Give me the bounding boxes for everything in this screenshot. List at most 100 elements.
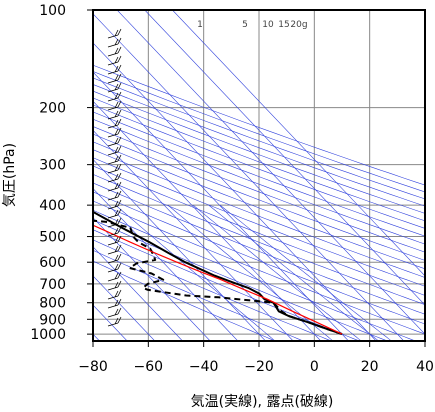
wind-barb-shaft xyxy=(107,43,119,48)
dry-adiabat-line xyxy=(93,90,425,214)
wind-barb-flag xyxy=(114,119,119,127)
dry-adiabat-line xyxy=(93,141,425,270)
wind-barb-flag xyxy=(114,308,119,316)
wind-barb-shaft xyxy=(107,313,119,318)
temperature-curve xyxy=(93,210,343,336)
wind-barb-flag xyxy=(117,190,122,198)
wind-barb-shaft xyxy=(107,142,119,147)
wind-barb-flag xyxy=(114,56,119,64)
dewpoint-curve xyxy=(93,219,343,336)
dry-adiabat-line xyxy=(93,260,276,341)
mixing-ratio-labels: 1 5 10 15 20g xyxy=(197,20,307,30)
dry-adiabat-line xyxy=(93,200,425,335)
dry-adiabat-line xyxy=(93,71,425,193)
wind-barb-flag xyxy=(117,37,122,45)
wind-barb-shaft xyxy=(107,61,119,66)
dry-adiabat-line xyxy=(93,64,425,186)
plot-content xyxy=(93,10,425,341)
wind-barb-flag xyxy=(114,191,119,199)
wind-barb-flag xyxy=(114,254,119,262)
wind-barb-shaft xyxy=(107,133,119,138)
dry-adiabat-line xyxy=(93,229,360,341)
wind-barb-flag xyxy=(114,182,119,190)
wind-barb-flag xyxy=(117,280,122,288)
isotherm-line xyxy=(93,42,377,341)
wind-barb-shaft xyxy=(107,160,119,165)
wind-barb-shaft xyxy=(107,70,119,75)
mixing-ratio-line xyxy=(167,204,334,341)
wind-barb-flag xyxy=(117,253,122,261)
x-tick-label: −80 xyxy=(78,359,108,375)
wind-barb-flag xyxy=(114,65,119,73)
wind-barb-flag xyxy=(114,92,119,100)
wind-barb-shaft xyxy=(107,88,119,93)
isotherm-line xyxy=(93,71,349,341)
dry-adiabat-line xyxy=(93,97,425,222)
wind-barb-flag xyxy=(117,316,122,324)
dry-adiabat-line xyxy=(93,77,425,200)
wind-barb-shaft xyxy=(107,286,119,291)
y-tick-label: 700 xyxy=(39,277,66,293)
dry-adiabat-line xyxy=(93,149,425,278)
wind-barb-flag xyxy=(117,109,122,117)
wind-barb-shaft xyxy=(107,205,119,210)
dry-adiabat-line xyxy=(93,239,332,341)
wind-barb-flag xyxy=(114,245,119,253)
wind-barb-flag xyxy=(117,73,122,81)
isotherm-line xyxy=(172,10,425,277)
wind-barb-flag xyxy=(117,154,122,162)
wind-barb-shaft xyxy=(107,304,119,309)
isotherm-line xyxy=(144,10,425,306)
y-tick-label: 100 xyxy=(39,3,66,19)
wind-barb-flag xyxy=(117,289,122,297)
wind-barb-flag xyxy=(117,226,122,234)
mixing-ratio-label: 15 xyxy=(278,20,289,30)
y-tick-label: 300 xyxy=(39,158,66,174)
wind-barb-flag xyxy=(117,100,122,108)
wind-barb-flag xyxy=(117,244,122,252)
y-tick-label: 800 xyxy=(39,296,66,312)
wind-barb-flag xyxy=(114,317,119,325)
wind-barb-shaft xyxy=(107,268,119,273)
wind-barb-flag xyxy=(114,155,119,163)
dry-adiabat-line xyxy=(93,219,388,341)
mixing-ratio-line xyxy=(219,204,392,341)
dry-adiabat-line xyxy=(93,111,425,237)
wind-barb-flag xyxy=(117,271,122,279)
wind-barb-flag xyxy=(114,209,119,217)
y-tick-label: 600 xyxy=(39,255,66,271)
isotherm-line xyxy=(93,246,183,341)
wind-barb-shaft xyxy=(107,115,119,120)
wind-barb-flag xyxy=(114,137,119,145)
wind-barb-shaft xyxy=(107,169,119,174)
dry-adiabat-line xyxy=(93,118,425,245)
isotherm-line xyxy=(93,100,322,341)
wind-barb-shaft xyxy=(107,178,119,183)
isotherm-line xyxy=(93,275,156,341)
wind-barb-shaft xyxy=(107,97,119,102)
mixing-ratio-label: 1 xyxy=(197,20,203,30)
wind-barb-flag xyxy=(117,235,122,243)
wind-barb-flag xyxy=(117,262,122,270)
x-axis-label: 気温(実線), 露点(破線) xyxy=(191,394,334,410)
wind-barb-shaft xyxy=(107,277,119,282)
wind-barb-flag xyxy=(117,127,122,135)
wind-barb-flag xyxy=(114,110,119,118)
y-tick-label: 400 xyxy=(39,198,66,214)
wind-barb-shaft xyxy=(107,322,119,327)
x-tick-label: −60 xyxy=(134,359,164,375)
wind-barb-flag xyxy=(114,83,119,91)
wind-barb-flag xyxy=(117,145,122,153)
wind-barb-flag xyxy=(114,146,119,154)
wind-barb-flag xyxy=(117,46,122,54)
mixing-ratio-line xyxy=(115,204,276,341)
parcel-curve xyxy=(93,224,343,335)
dry-adiabat-line xyxy=(93,84,425,207)
wind-barb-shaft xyxy=(107,187,119,192)
dry-adiabat-line xyxy=(93,209,416,341)
wind-barb-flag xyxy=(117,118,122,126)
wind-barb-flag xyxy=(117,136,122,144)
isotherm-line xyxy=(116,10,425,335)
wind-barb-flag xyxy=(114,218,119,226)
wind-barb-flag xyxy=(117,91,122,99)
